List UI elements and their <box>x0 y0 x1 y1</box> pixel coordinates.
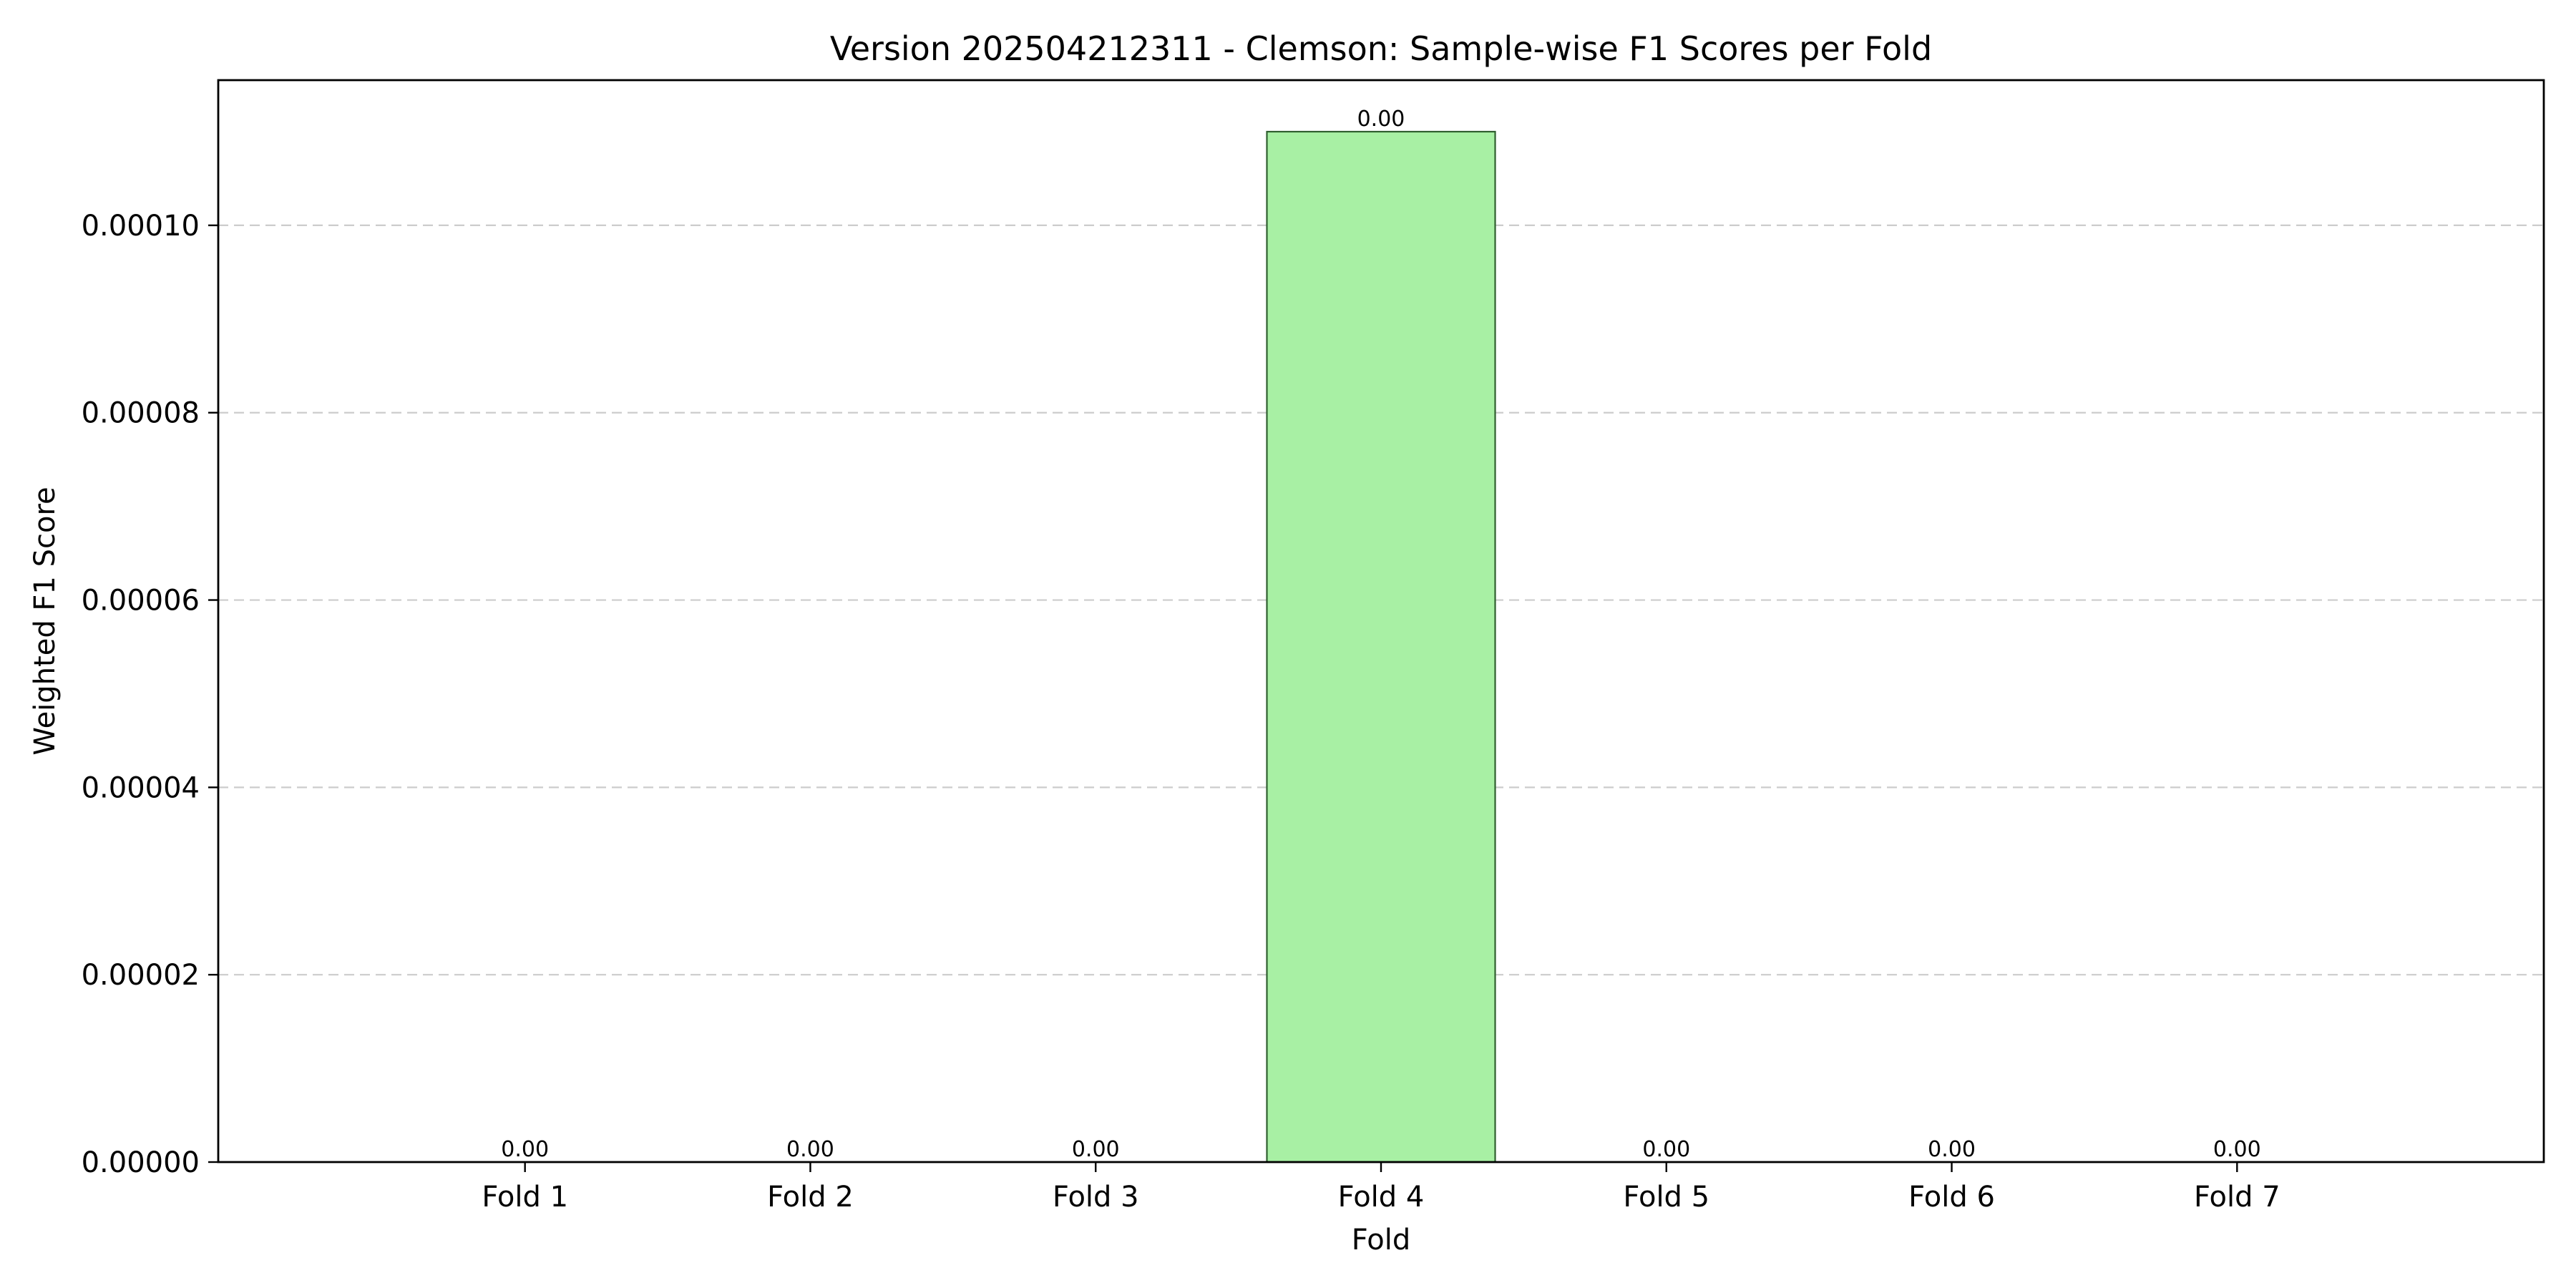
bar-value-label: 0.00 <box>2213 1137 2261 1162</box>
x-tick-label: Fold 5 <box>1623 1181 1709 1214</box>
x-axis: Fold 1 Fold 2 Fold 3 Fold 4 Fold 5 Fold 6 Fold… <box>482 1162 2280 1214</box>
bar-value-label: 0.00 <box>1357 107 1405 132</box>
y-tick-label: 0.00006 <box>82 585 200 618</box>
grid-lines <box>218 224 2544 976</box>
x-tick-label: Fold 3 <box>1053 1181 1139 1214</box>
y-tick-label: 0.00002 <box>82 959 200 992</box>
bar <box>1266 130 1496 1163</box>
y-tick-label: 0.00008 <box>82 397 200 430</box>
x-axis-label: Fold <box>1352 1224 1411 1257</box>
y-axis-label: Weighted F1 Score <box>29 487 62 755</box>
x-tick-label: Fold 7 <box>2194 1181 2280 1214</box>
y-tick-label: 0.00010 <box>82 210 200 243</box>
data-labels: 0.00 0.00 0.00 0.00 0.00 0.00 0.00 <box>501 107 2260 1162</box>
x-tick-label: Fold 2 <box>767 1181 854 1214</box>
bars <box>1266 130 1496 1163</box>
bar-value-label: 0.00 <box>786 1137 834 1162</box>
x-tick-label: Fold 6 <box>1908 1181 1995 1214</box>
x-tick-label: Fold 1 <box>482 1181 568 1214</box>
y-axis: 0.00000 0.00002 0.00004 0.00006 0.00008 0.000… <box>82 210 218 1179</box>
x-tick-label: Fold 4 <box>1338 1181 1425 1214</box>
y-tick-label: 0.00000 <box>82 1146 200 1179</box>
y-tick-label: 0.00004 <box>82 771 200 804</box>
bar-value-label: 0.00 <box>1072 1137 1120 1162</box>
chart-title: Version 202504212311 - Clemson: Sample-w… <box>830 29 1932 68</box>
bar-value-label: 0.00 <box>501 1137 549 1162</box>
bar-value-label: 0.00 <box>1642 1137 1690 1162</box>
bar-value-label: 0.00 <box>1928 1137 1976 1162</box>
